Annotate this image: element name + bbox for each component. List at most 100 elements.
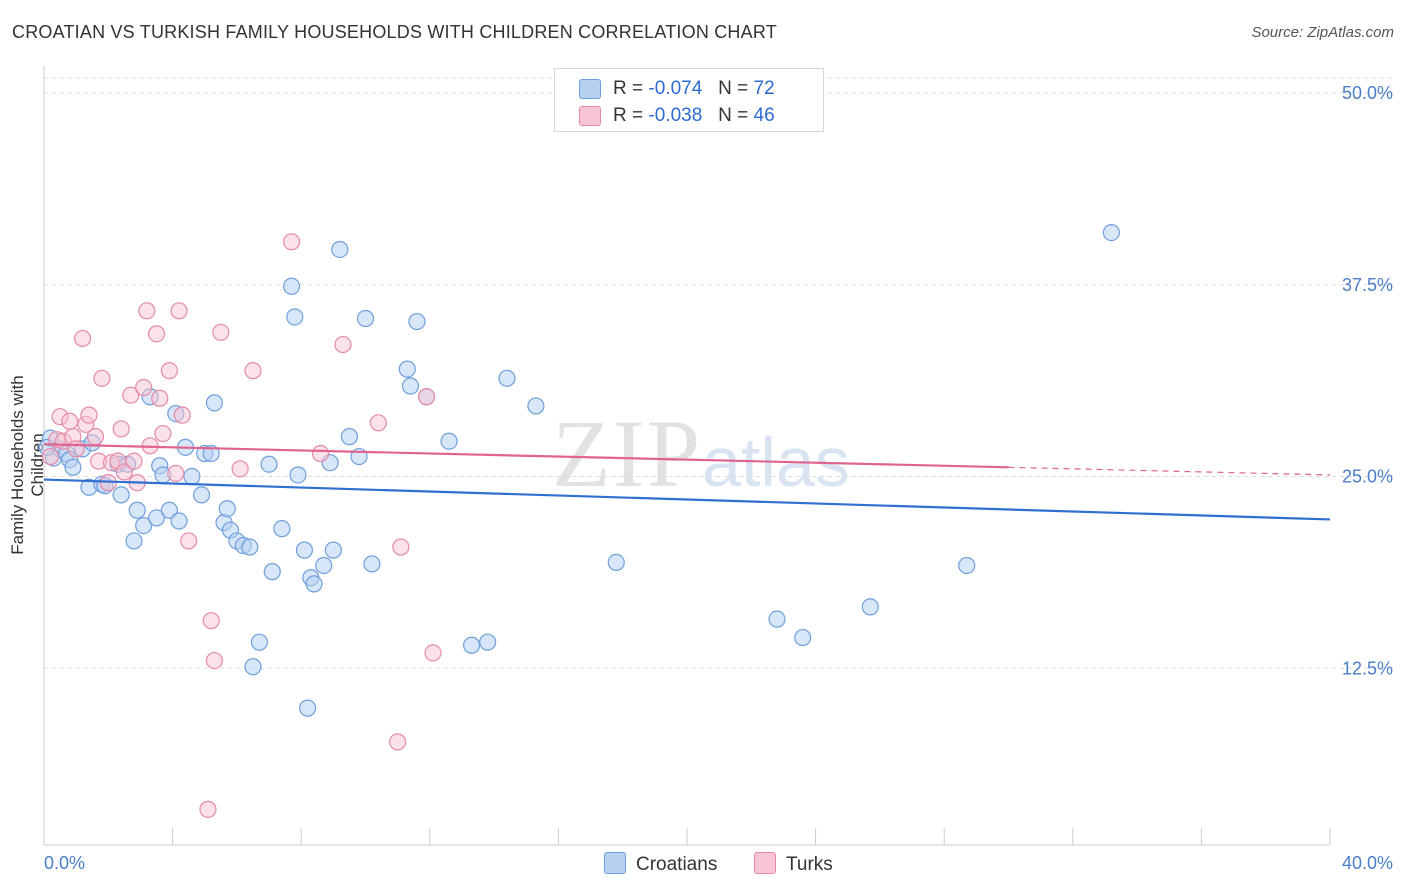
croatians-trend-line [43,478,1331,521]
croatians-n-label: N = [718,78,749,99]
croatians-point [250,633,269,651]
turks-trend-line [43,443,1009,469]
legend-turks: Turks [754,852,833,876]
turks-point [93,369,111,387]
turks-point [125,452,143,470]
axes [43,66,1331,846]
turks-point [282,233,301,251]
turks-trend-extension [1008,466,1331,476]
turks-r-value: -0.038 [648,105,703,126]
turks-swatch [579,106,601,126]
turks-point [147,325,166,343]
turks-point [334,335,352,354]
croatians-point [401,377,420,395]
turks-point [122,386,140,404]
croatians-point [363,555,381,573]
stats-legend: R = -0.074 N = 72 R = -0.038 N = 46 [554,68,824,132]
croatians-point [244,658,262,676]
watermark-big: ZIP [552,400,702,507]
turks-point [67,440,85,458]
tick-labels: 12.5% 25.0% 37.5% 50.0% 0.0% 40.0% [44,83,1393,873]
croatians-n-value: 72 [753,78,775,99]
croatians-point [331,240,349,259]
turks-point [115,463,133,481]
x-tick-label: 0.0% [44,853,85,873]
turks-legend-label: Turks [786,854,833,875]
legend-croatians: Croatians [604,852,717,876]
croatians-point [462,636,481,654]
y-tick-label: 37.5% [1342,275,1393,295]
turks-point [311,444,330,463]
croatians-point [241,538,259,556]
croatians-point [305,575,323,593]
turks-point [389,733,407,751]
turks-point [80,406,98,424]
turks-legend-swatch [754,852,776,874]
croatians-point [128,501,146,519]
croatians-point [273,520,291,538]
turks-point [135,378,153,397]
y-tick-label: 25.0% [1342,467,1393,487]
turks-point [205,651,223,670]
turks-point [392,538,410,556]
croatians-point [340,428,359,446]
croatians-legend-label: Croatians [636,854,718,875]
turks-point [369,414,387,432]
croatians-point [202,444,220,463]
turks-point [212,323,230,341]
croatians-point [282,277,301,295]
croatians-r-label: R = [613,78,644,99]
turks-point [41,447,60,466]
turks-point [244,362,262,380]
source-label: Source: ZipAtlas.com [1251,24,1394,41]
croatians-point [794,628,812,647]
y-tick-label: 50.0% [1342,83,1393,103]
croatians-point [398,360,416,378]
croatians-point [861,598,879,616]
turks-point [417,388,436,406]
turks-point [173,406,191,424]
croatians-point [295,541,314,559]
croatians-point [147,509,166,527]
croatians-point [498,369,516,387]
turks-point [160,362,178,380]
turks-point [424,644,442,662]
croatians-point [1102,223,1120,242]
croatians-swatch [579,79,601,99]
croatians-point [768,610,786,628]
croatians-point [135,516,153,535]
croatians-point [315,556,333,575]
turks-point [61,412,79,430]
croatians-point [170,512,188,530]
croatians-point [260,455,278,473]
croatians-point [527,397,545,415]
turks-points [41,233,442,818]
croatians-point [289,466,307,484]
turks-point [170,302,188,320]
turks-point [202,612,220,630]
turks-point [151,389,169,407]
croatians-point [205,394,223,412]
croatians-r-value: -0.074 [648,78,703,99]
croatians-point [356,309,375,328]
turks-r-label: R = [613,105,644,126]
croatians-point [112,486,130,504]
y-tick-label: 12.5% [1342,658,1393,678]
turks-n-value: 46 [753,105,775,126]
croatians-point [286,308,304,326]
croatians-point [299,699,317,717]
turks-stats: R = -0.038 N = 46 [613,105,775,127]
croatians-point [218,500,236,518]
croatians-point [440,432,458,450]
croatians-point [958,556,976,575]
croatians-stats: R = -0.074 N = 72 [613,78,775,100]
turks-point [231,460,249,478]
turks-n-label: N = [718,105,749,126]
croatians-points [38,223,1120,717]
croatians-point [263,563,281,581]
turks-point [199,800,217,818]
turks-point [154,424,172,443]
turks-point [138,302,156,320]
turks-point [86,428,105,446]
